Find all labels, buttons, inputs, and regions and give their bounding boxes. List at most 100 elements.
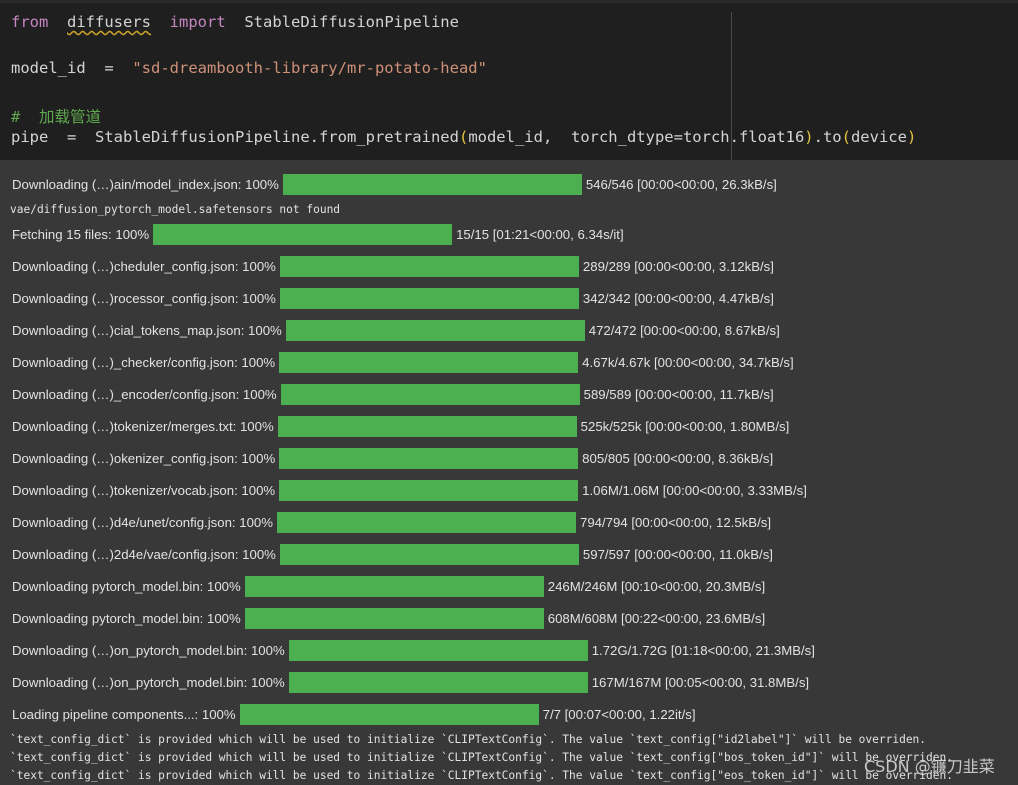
progress-bar [279, 543, 579, 565]
csdn-watermark: CSDN @镰刀韭菜 [864, 757, 995, 776]
progress-stats: 525k/525k [00:00<00:00, 1.80MB/s] [580, 418, 790, 434]
progress-label: Downloading (…)okenizer_config.json: 100… [12, 450, 276, 466]
code-line-comment: # 加载管道 [11, 105, 101, 127]
cell-top-border [0, 0, 1018, 3]
progress-label: Downloading (…)rocessor_config.json: 100… [12, 290, 276, 306]
progress-stats: 546/546 [00:00<00:00, 26.3kB/s] [585, 176, 777, 192]
progress-stats: 289/289 [00:00<00:00, 3.12kB/s] [582, 258, 774, 274]
progress-label: Downloading (…)_encoder/config.json: 100… [12, 386, 277, 402]
progress-stats: 805/805 [00:00<00:00, 8.36kB/s] [582, 450, 774, 466]
keyword-import: import [169, 13, 226, 31]
progress-bar [153, 223, 453, 245]
progress-bar [288, 671, 588, 693]
progress-row: Downloading pytorch_model.bin: 100% 246M/… [12, 575, 765, 597]
code-line-import: from diffusers import StableDiffusionPip… [11, 13, 459, 31]
progress-row: Downloading (…)_encoder/config.json: 100… [12, 383, 774, 405]
progress-row: Downloading (…)d4e/unet/config.json: 100… [12, 511, 771, 533]
progress-bar [279, 447, 579, 469]
progress-label: Downloading (…)2d4e/vae/config.json: 100… [12, 546, 276, 562]
arg-device: device [850, 128, 907, 146]
progress-row: Downloading pytorch_model.bin: 100% 608M/… [12, 607, 765, 629]
progress-row: Loading pipeline components...: 100% 7/7 … [12, 703, 696, 725]
progress-label: Downloading (…)tokenizer/merges.txt: 100… [12, 418, 274, 434]
progress-stats: 15/15 [01:21<00:00, 6.34s/it] [456, 226, 624, 242]
progress-row: Downloading (…)_checker/config.json: 100… [12, 351, 794, 373]
progress-stats: 472/472 [00:00<00:00, 8.67kB/s] [588, 322, 780, 338]
progress-bar [280, 383, 580, 405]
keyword-from: from [11, 13, 49, 31]
module-diffusers: diffusers [67, 13, 151, 31]
progress-bar [285, 319, 585, 341]
progress-row: Downloading (…)cheduler_config.json: 100… [12, 255, 774, 277]
progress-row: Downloading (…)ain/model_index.json: 100… [12, 173, 777, 195]
progress-stats: 167M/167M [00:05<00:00, 31.8MB/s] [591, 674, 810, 690]
assign-op: = [104, 59, 114, 77]
vae-not-found-message: vae/diffusion_pytorch_model.safetensors … [10, 203, 341, 216]
var-model-id: model_id [11, 59, 86, 77]
progress-bar [279, 255, 579, 277]
paren-open: ( [458, 128, 469, 146]
paren-open-2: ( [841, 128, 851, 146]
progress-label: Fetching 15 files: 100% [12, 226, 150, 242]
progress-row: Downloading (…)on_pytorch_model.bin: 100… [12, 639, 815, 661]
ruler-line [731, 12, 732, 160]
paren-close: ) [804, 128, 814, 146]
progress-row: Downloading (…)tokenizer/vocab.json: 100… [12, 479, 807, 501]
progress-stats: 246M/246M [00:10<00:00, 20.3MB/s] [547, 578, 766, 594]
progress-label: Downloading (…)on_pytorch_model.bin: 100… [12, 674, 285, 690]
progress-stats: 7/7 [00:07<00:00, 1.22it/s] [542, 706, 696, 722]
code-line-model-id: model_id = "sd-dreambooth-library/mr-pot… [11, 59, 487, 77]
progress-bar [277, 415, 577, 437]
arg-torch-dtype: torch_dtype=torch.float16 [570, 128, 805, 146]
progress-label: Downloading (…)tokenizer/vocab.json: 100… [12, 482, 276, 498]
progress-label: Downloading (…)d4e/unet/config.json: 100… [12, 514, 273, 530]
code-cell[interactable]: from diffusers import StableDiffusionPip… [0, 0, 1018, 160]
progress-row: Downloading (…)2d4e/vae/config.json: 100… [12, 543, 773, 565]
paren-close-2: ) [906, 128, 917, 146]
progress-label: Downloading (…)cial_tokens_map.json: 100… [12, 322, 282, 338]
assign-op: = [67, 128, 77, 146]
progress-bar [276, 511, 576, 533]
progress-label: Loading pipeline components...: 100% [12, 706, 236, 722]
progress-bar [288, 639, 588, 661]
progress-label: Downloading (…)cheduler_config.json: 100… [12, 258, 276, 274]
call-to: .to [813, 128, 842, 146]
progress-label: Downloading (…)on_pytorch_model.bin: 100… [12, 642, 285, 658]
progress-label: Downloading (…)ain/model_index.json: 100… [12, 176, 279, 192]
progress-label: Downloading pytorch_model.bin: 100% [12, 578, 241, 594]
progress-label: Downloading (…)_checker/config.json: 100… [12, 354, 276, 370]
output-area: Downloading (…)ain/model_index.json: 100… [0, 160, 1018, 785]
comment-load-pipeline: # 加载管道 [11, 108, 101, 126]
progress-row: Fetching 15 files: 100% 15/15 [01:21<00:0… [12, 223, 624, 245]
progress-bar [239, 703, 539, 725]
progress-row: Downloading (…)tokenizer/merges.txt: 100… [12, 415, 789, 437]
progress-stats: 608M/608M [00:22<00:00, 23.6MB/s] [547, 610, 766, 626]
arg-model-id: model_id, [468, 128, 553, 146]
progress-stats: 597/597 [00:00<00:00, 11.0kB/s] [582, 546, 773, 562]
progress-row: Downloading (…)rocessor_config.json: 100… [12, 287, 774, 309]
progress-bar [244, 575, 544, 597]
progress-row: Downloading (…)on_pytorch_model.bin: 100… [12, 671, 809, 693]
code-line-pipe: pipe = StableDiffusionPipeline.from_pret… [11, 128, 916, 146]
var-pipe: pipe [11, 128, 49, 146]
progress-stats: 4.67k/4.67k [00:00<00:00, 34.7kB/s] [582, 354, 794, 370]
progress-row: Downloading (…)cial_tokens_map.json: 100… [12, 319, 780, 341]
progress-stats: 342/342 [00:00<00:00, 4.47kB/s] [582, 290, 774, 306]
progress-bar [279, 287, 579, 309]
progress-bar [279, 351, 579, 373]
progress-stats: 589/589 [00:00<00:00, 11.7kB/s] [583, 386, 774, 402]
string-model-id: "sd-dreambooth-library/mr-potato-head" [132, 59, 487, 77]
call-from-pretrained: StableDiffusionPipeline.from_pretrained [95, 128, 459, 146]
warning-line-bos: `text_config_dict` is provided which wil… [10, 751, 953, 764]
warning-line-eos: `text_config_dict` is provided which wil… [10, 769, 953, 782]
progress-bar [282, 173, 582, 195]
progress-stats: 794/794 [00:00<00:00, 12.5kB/s] [579, 514, 771, 530]
progress-bar [244, 607, 544, 629]
progress-label: Downloading pytorch_model.bin: 100% [12, 610, 241, 626]
progress-stats: 1.72G/1.72G [01:18<00:00, 21.3MB/s] [591, 642, 815, 658]
class-name: StableDiffusionPipeline [244, 13, 459, 31]
progress-bar [279, 479, 579, 501]
warning-line-id2label: `text_config_dict` is provided which wil… [10, 733, 927, 746]
progress-stats: 1.06M/1.06M [00:00<00:00, 3.33MB/s] [582, 482, 807, 498]
progress-row: Downloading (…)okenizer_config.json: 100… [12, 447, 773, 469]
